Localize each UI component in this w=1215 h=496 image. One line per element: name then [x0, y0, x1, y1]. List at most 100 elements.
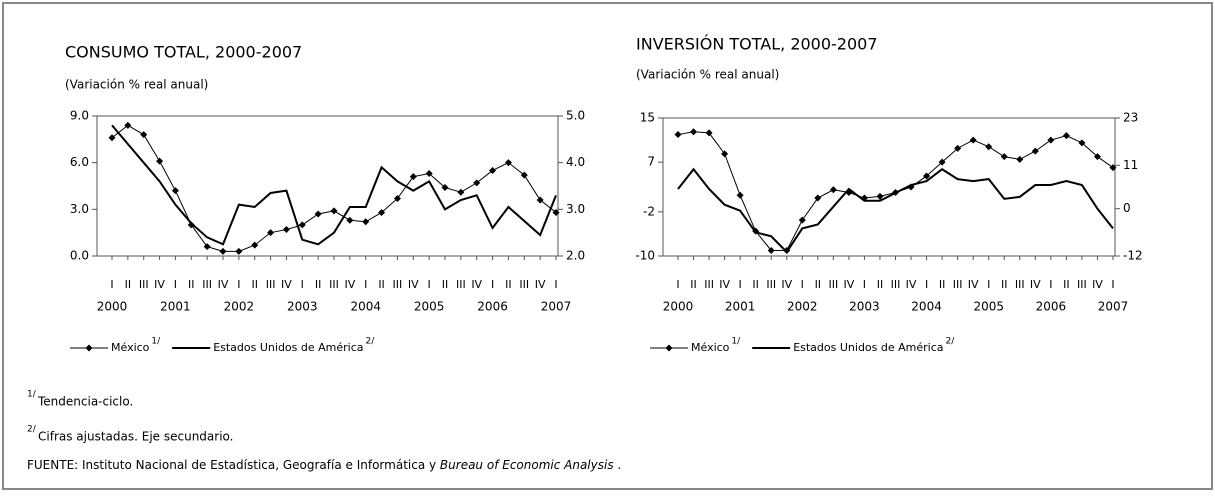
y2-tick-label: 4.0	[566, 155, 585, 169]
x-tick-label: I	[801, 278, 804, 291]
x-tick-label: I	[428, 278, 431, 291]
year-label: 2000	[663, 300, 694, 314]
data-point	[1000, 153, 1008, 161]
footnote-text: Cifras ajustadas. Eje secundario.	[38, 430, 234, 444]
x-tick-label: I	[110, 278, 113, 291]
footnote-mark: 2/	[27, 425, 37, 435]
x-tick-label: II	[877, 278, 884, 291]
year-label: 2003	[287, 300, 318, 314]
year-label: 2007	[541, 300, 572, 314]
y-tick-label: 6.0	[70, 155, 89, 169]
y-tick-label: 0.0	[70, 249, 89, 263]
x-tick-label: III	[891, 278, 901, 291]
data-point	[552, 208, 560, 216]
data-point	[985, 143, 993, 151]
x-tick-label: II	[442, 278, 449, 291]
data-point	[425, 170, 433, 178]
data-point	[969, 136, 977, 144]
y2-tick-label: 2.0	[566, 249, 585, 263]
data-point	[378, 208, 386, 216]
data-point	[1062, 132, 1070, 140]
data-point	[235, 247, 243, 255]
x-tick-label: IV	[844, 278, 855, 291]
data-point	[489, 166, 497, 174]
year-label: 2006	[1036, 300, 1067, 314]
x-tick-label: II	[815, 278, 822, 291]
data-point	[187, 221, 195, 229]
year-label: 2006	[477, 300, 508, 314]
y2-tick-label: 3.0	[566, 202, 585, 216]
y2-tick-label: -12	[1123, 249, 1143, 263]
x-tick-label: III	[519, 278, 529, 291]
year-label: 2000	[97, 300, 128, 314]
x-tick-label: I	[364, 278, 367, 291]
data-point	[362, 218, 370, 226]
legend-marker	[665, 344, 673, 352]
x-tick-label: IV	[471, 278, 482, 291]
data-point	[938, 158, 946, 166]
data-point	[171, 187, 179, 195]
data-point	[814, 194, 822, 202]
plot-frame	[96, 115, 559, 257]
x-tick-label: IV	[719, 278, 730, 291]
year-label: 2002	[787, 300, 818, 314]
x-tick-label: IV	[408, 278, 419, 291]
y-tick-label: 9.0	[70, 109, 89, 123]
year-label: 2005	[414, 300, 445, 314]
data-point	[1109, 164, 1117, 172]
x-tick-label: I	[1049, 278, 1052, 291]
x-tick-label: I	[554, 278, 557, 291]
x-tick-label: II	[315, 278, 322, 291]
chart-title: INVERSIÓN TOTAL, 2000-2007	[636, 35, 878, 54]
x-tick-label: II	[1001, 278, 1008, 291]
data-point	[690, 128, 698, 136]
data-point	[457, 188, 465, 196]
data-point	[923, 172, 931, 180]
data-point	[767, 246, 775, 254]
x-tick-label: I	[987, 278, 990, 291]
data-point	[674, 131, 682, 139]
x-tick-label: IV	[281, 278, 292, 291]
legend-label: México	[111, 341, 150, 354]
x-tick-label: III	[766, 278, 776, 291]
x-tick-label: III	[1015, 278, 1025, 291]
data-point	[1031, 147, 1039, 155]
data-point	[1016, 155, 1024, 163]
legend-note: 2/	[946, 337, 956, 347]
data-point	[829, 186, 837, 194]
x-tick-label: II	[251, 278, 258, 291]
source-text: FUENTE: Instituto Nacional de Estadístic…	[27, 458, 440, 472]
year-label: 2001	[725, 300, 756, 314]
data-point	[441, 184, 449, 192]
footnote-text: Tendencia-ciclo.	[37, 395, 133, 409]
data-point	[409, 173, 417, 181]
x-tick-label: I	[863, 278, 866, 291]
year-label: 2005	[973, 300, 1004, 314]
x-tick-label: I	[301, 278, 304, 291]
x-tick-label: IV	[968, 278, 979, 291]
x-tick-label: II	[690, 278, 697, 291]
data-point	[536, 196, 544, 204]
data-point	[108, 134, 116, 142]
data-point	[520, 171, 528, 179]
x-tick-label: III	[1077, 278, 1087, 291]
x-tick-label: II	[188, 278, 195, 291]
x-tick-label: IV	[1092, 278, 1103, 291]
source-end: .	[614, 458, 622, 472]
series-line	[677, 167, 1114, 254]
x-tick-label: I	[676, 278, 679, 291]
x-tick-label: III	[202, 278, 212, 291]
x-tick-label: IV	[535, 278, 546, 291]
year-label: 2004	[911, 300, 942, 314]
year-label: 2002	[224, 300, 255, 314]
data-point	[267, 229, 275, 237]
data-point	[393, 194, 401, 202]
data-point	[798, 216, 806, 224]
data-point	[705, 129, 713, 137]
x-tick-label: II	[378, 278, 385, 291]
x-tick-label: III	[266, 278, 276, 291]
data-point	[124, 121, 132, 129]
data-point	[954, 144, 962, 152]
x-tick-label: II	[1063, 278, 1070, 291]
x-tick-label: II	[505, 278, 512, 291]
